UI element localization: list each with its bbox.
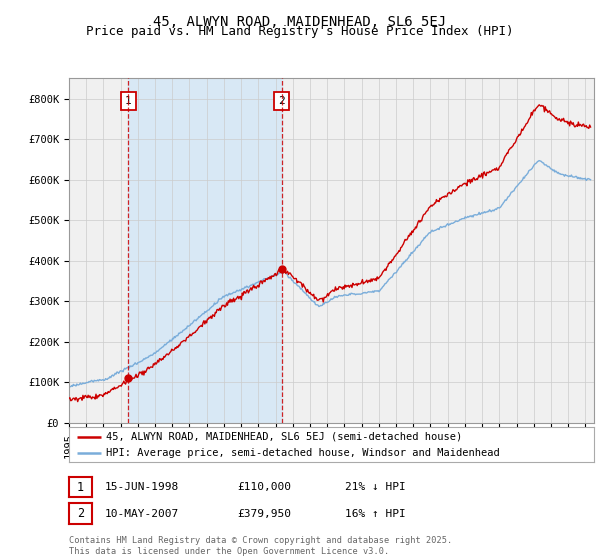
Text: £110,000: £110,000 (237, 482, 291, 492)
Text: 16% ↑ HPI: 16% ↑ HPI (345, 508, 406, 519)
Text: Price paid vs. HM Land Registry's House Price Index (HPI): Price paid vs. HM Land Registry's House … (86, 25, 514, 38)
Text: 1: 1 (77, 480, 84, 494)
Text: 45, ALWYN ROAD, MAIDENHEAD, SL6 5EJ: 45, ALWYN ROAD, MAIDENHEAD, SL6 5EJ (154, 15, 446, 29)
Text: 2: 2 (77, 507, 84, 520)
Text: 15-JUN-1998: 15-JUN-1998 (105, 482, 179, 492)
Text: Contains HM Land Registry data © Crown copyright and database right 2025.
This d: Contains HM Land Registry data © Crown c… (69, 536, 452, 556)
Bar (128, 78, 282, 423)
Text: 21% ↓ HPI: 21% ↓ HPI (345, 482, 406, 492)
Text: 45, ALWYN ROAD, MAIDENHEAD, SL6 5EJ (semi-detached house): 45, ALWYN ROAD, MAIDENHEAD, SL6 5EJ (sem… (106, 432, 462, 442)
Text: 2: 2 (278, 96, 285, 106)
Text: 10-MAY-2007: 10-MAY-2007 (105, 508, 179, 519)
Text: £379,950: £379,950 (237, 508, 291, 519)
Text: HPI: Average price, semi-detached house, Windsor and Maidenhead: HPI: Average price, semi-detached house,… (106, 447, 499, 458)
Text: 1: 1 (125, 96, 132, 106)
